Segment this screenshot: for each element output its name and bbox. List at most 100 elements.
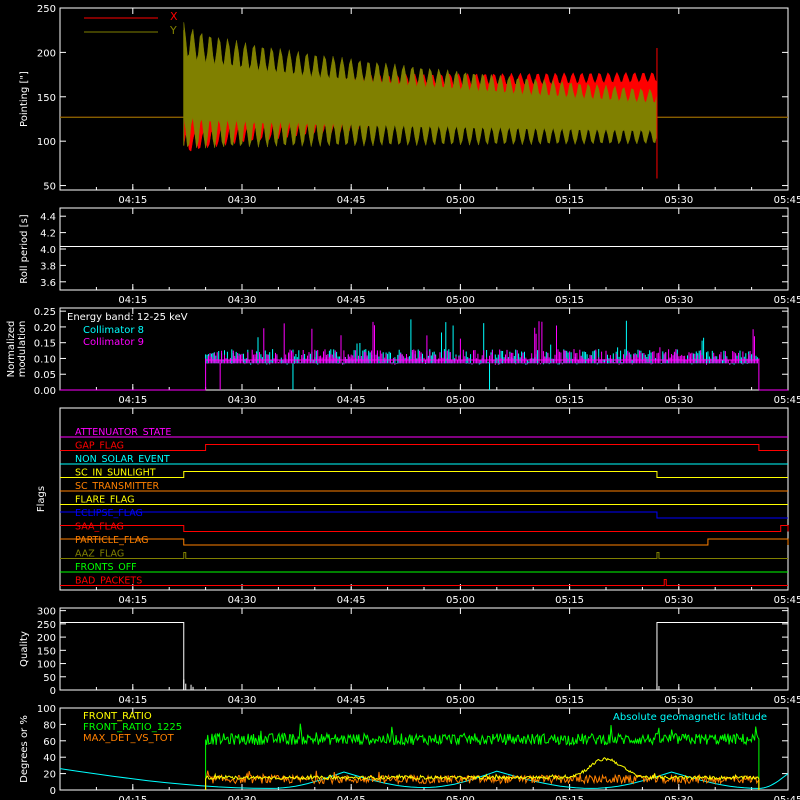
legend-label-MAX_DET_VS_TOT: MAX_DET_VS_TOT [83, 733, 175, 744]
x-tick-label: 04:30 [228, 195, 257, 206]
energy-band-annotation: Energy band: 12-25 keV [67, 312, 188, 323]
x-tick-label: 05:30 [664, 295, 693, 306]
y-tick-label: 3.6 [40, 278, 56, 289]
y-tick-label: 200 [37, 633, 56, 644]
y-tick-label: 0.25 [34, 307, 56, 318]
x-tick-label: 05:15 [555, 695, 584, 706]
x-tick-label: 05:45 [774, 395, 800, 406]
x-tick-label: 05:30 [664, 595, 693, 606]
legend-label-FRONT_RATIO: FRONT_RATIO [83, 711, 152, 722]
y-tick-label: 0.15 [34, 339, 56, 350]
flag-label: AAZ_FLAG [75, 549, 124, 560]
y-tick-label: 0.05 [34, 370, 56, 381]
x-tick-label: 04:45 [337, 795, 366, 800]
legend-label-Collimator 9: Collimator 9 [83, 337, 144, 348]
y-tick-label: 0.00 [34, 386, 56, 397]
x-tick-label: 05:45 [774, 795, 800, 800]
x-tick-label: 05:15 [555, 595, 584, 606]
y-tick-label: 100 [37, 137, 56, 148]
x-tick-label: 05:15 [555, 195, 584, 206]
flag-label: ECLIPSE_FLAG [75, 508, 143, 519]
x-tick-label: 04:45 [337, 595, 366, 606]
y-tick-label: 250 [37, 4, 56, 15]
flag-line-bad-packets [60, 579, 788, 586]
y-tick-label: 0 [50, 686, 56, 697]
y-tick-label: 60 [43, 737, 56, 748]
flag-label: BAD_PACKETS [75, 576, 142, 587]
y-axis-label-line: Normalized [6, 321, 17, 378]
x-tick-label: 05:30 [664, 795, 693, 800]
flag-line-eclipse-flag [60, 511, 788, 519]
y-tick-label: 300 [37, 607, 56, 618]
x-tick-label: 04:45 [337, 195, 366, 206]
legend-label-Y: Y [169, 24, 177, 37]
plot-frame-quality [59, 607, 789, 691]
y-axis-label: Quality [19, 631, 30, 667]
x-tick-label: 04:30 [228, 795, 257, 800]
x-tick-label: 04:15 [118, 695, 147, 706]
y-tick-label: 3.8 [40, 261, 56, 272]
plot-frame-roll [59, 207, 789, 291]
y-tick-label: 4.2 [40, 229, 56, 240]
x-tick-label: 05:00 [446, 395, 475, 406]
flag-line-saa-flag [60, 525, 789, 532]
legend-label-Collimator 8: Collimator 8 [83, 325, 144, 336]
x-tick-label: 05:00 [446, 295, 475, 306]
x-tick-label: 04:15 [118, 195, 147, 206]
y-tick-label: 4.0 [40, 245, 56, 256]
x-tick-label: 05:00 [446, 695, 475, 706]
y-tick-label: 100 [37, 660, 56, 671]
y-tick-label: 0.20 [34, 323, 56, 334]
flag-label: ATTENUATOR_STATE [75, 427, 171, 438]
x-tick-label: 04:45 [337, 695, 366, 706]
y-tick-label: 150 [37, 93, 56, 104]
x-tick-label: 05:45 [774, 595, 800, 606]
x-tick-label: 04:15 [118, 595, 147, 606]
x-tick-label: 05:30 [664, 695, 693, 706]
x-tick-label: 04:15 [118, 295, 147, 306]
flag-label: FRONTS_OFF [75, 562, 137, 573]
x-tick-label: 05:15 [555, 795, 584, 800]
y-axis-label: Pointing ["] [19, 71, 30, 127]
x-tick-label: 04:30 [228, 595, 257, 606]
legend-label-FRONT_RATIO_1225: FRONT_RATIO_1225 [83, 722, 182, 733]
latitude-annotation: Absolute geomagnetic latitude [613, 712, 767, 723]
series-geomagnetic-latitude [59, 768, 789, 789]
y-axis-label-line: modulation [17, 321, 28, 378]
x-tick-label: 05:45 [774, 295, 800, 306]
y-tick-label: 80 [43, 720, 56, 731]
y-tick-label: 0 [50, 786, 56, 797]
y-tick-label: 100 [37, 704, 56, 715]
series-front-ratio-1225 [205, 723, 760, 791]
flag-line-aaz-flag [60, 552, 788, 559]
x-tick-label: 05:15 [555, 295, 584, 306]
x-tick-label: 05:30 [664, 395, 693, 406]
legend-label-X: X [170, 10, 178, 23]
flag-label: SC_TRANSMITTER [75, 481, 160, 492]
x-tick-label: 05:15 [555, 395, 584, 406]
x-tick-label: 04:30 [228, 295, 257, 306]
y-tick-label: 200 [37, 48, 56, 59]
series-collimator-9 [205, 321, 758, 365]
flag-label: GAP_FLAG [75, 441, 124, 452]
y-tick-label: 4.4 [40, 212, 56, 223]
flag-label: FLARE_FLAG [75, 495, 135, 506]
x-tick-label: 04:45 [337, 395, 366, 406]
flag-line-gap-flag [60, 444, 788, 451]
x-tick-label: 05:00 [446, 195, 475, 206]
flag-label: SAA_FLAG [75, 522, 124, 533]
flag-label: SC_IN_SUNLIGHT [75, 468, 156, 479]
x-tick-label: 05:00 [446, 795, 475, 800]
y-axis-label: Normalizedmodulation [6, 321, 28, 378]
y-tick-label: 250 [37, 620, 56, 631]
x-tick-label: 04:30 [228, 695, 257, 706]
series-quality-line [60, 622, 788, 691]
x-tick-label: 04:45 [337, 295, 366, 306]
x-tick-label: 04:15 [118, 795, 147, 800]
y-axis-label: Flags [36, 486, 47, 512]
x-tick-label: 04:15 [118, 395, 147, 406]
flag-line-particle-flag [60, 538, 789, 546]
y-tick-label: 20 [43, 770, 56, 781]
